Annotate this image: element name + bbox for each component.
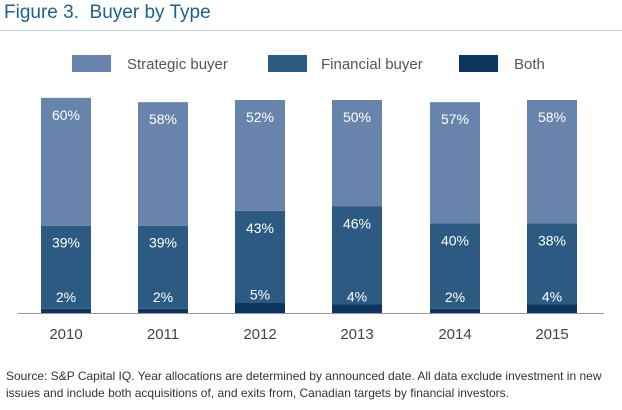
bar-financial-buyer-2013 bbox=[332, 206, 382, 305]
data-label-strategic-2010: 60% bbox=[52, 107, 80, 123]
x-tick-label-2012: 2012 bbox=[243, 326, 276, 343]
bar-both-2014 bbox=[430, 308, 480, 313]
legend-swatch-financial-buyer bbox=[268, 55, 307, 72]
data-label-financial-2014: 40% bbox=[441, 233, 469, 249]
figure-title: Figure 3. Buyer by Type bbox=[4, 2, 211, 23]
bar-strategic-buyer-2015 bbox=[527, 100, 577, 224]
x-tick-label-2013: 2013 bbox=[340, 326, 373, 343]
legend-label-financial-buyer: Financial buyer bbox=[321, 56, 423, 73]
data-label-strategic-2011: 58% bbox=[149, 111, 177, 127]
data-label-strategic-2012: 52% bbox=[246, 109, 274, 125]
legend-label-strategic-buyer: Strategic buyer bbox=[127, 56, 228, 73]
stacked-bar-chart: Strategic buyer Financial buyer Both 60% 39%… bbox=[18, 55, 604, 343]
bar-both-2015 bbox=[527, 304, 577, 313]
title-divider bbox=[0, 30, 622, 31]
bar-strategic-buyer-2011 bbox=[138, 102, 188, 226]
legend-swatch-both bbox=[459, 55, 498, 72]
data-label-both-2015: 4% bbox=[542, 288, 562, 304]
bar-both-2013 bbox=[332, 304, 382, 313]
data-label-strategic-2014: 57% bbox=[441, 111, 469, 127]
x-tick-label-2010: 2010 bbox=[49, 326, 82, 343]
bar-financial-buyer-2010 bbox=[41, 225, 91, 309]
bar-financial-buyer-2014 bbox=[430, 223, 480, 309]
x-tick-label-2015: 2015 bbox=[535, 326, 568, 343]
bar-financial-buyer-2011 bbox=[138, 225, 188, 309]
bar-financial-buyer-2012 bbox=[235, 210, 285, 303]
bar-both-2011 bbox=[138, 308, 188, 313]
x-tick-label-2011: 2011 bbox=[147, 326, 179, 343]
bar-strategic-buyer-2013 bbox=[332, 100, 382, 207]
data-label-both-2013: 4% bbox=[347, 288, 367, 304]
data-label-both-2011: 2% bbox=[153, 289, 173, 305]
data-label-financial-2010: 39% bbox=[52, 235, 80, 251]
data-label-financial-2012: 43% bbox=[246, 220, 274, 236]
data-label-both-2010: 2% bbox=[56, 289, 76, 305]
data-label-both-2012: 5% bbox=[250, 286, 270, 302]
data-label-both-2014: 2% bbox=[445, 289, 465, 305]
x-tick-label-2014: 2014 bbox=[438, 326, 471, 343]
bar-strategic-buyer-2014 bbox=[430, 102, 480, 224]
data-label-strategic-2015: 58% bbox=[538, 109, 566, 125]
data-label-financial-2015: 38% bbox=[538, 233, 566, 249]
legend-label-both: Both bbox=[514, 56, 545, 73]
data-label-strategic-2013: 50% bbox=[343, 109, 371, 125]
bar-strategic-buyer-2010 bbox=[41, 97, 91, 226]
bar-both-2012 bbox=[235, 302, 285, 313]
data-label-financial-2011: 39% bbox=[149, 235, 177, 251]
bar-strategic-buyer-2012 bbox=[235, 100, 285, 211]
bar-financial-buyer-2015 bbox=[527, 223, 577, 305]
legend-swatch-strategic-buyer bbox=[72, 55, 111, 72]
data-label-financial-2013: 46% bbox=[343, 216, 371, 232]
source-note: Source: S&P Capital IQ. Year allocations… bbox=[6, 369, 602, 400]
bar-both-2010 bbox=[41, 308, 91, 313]
